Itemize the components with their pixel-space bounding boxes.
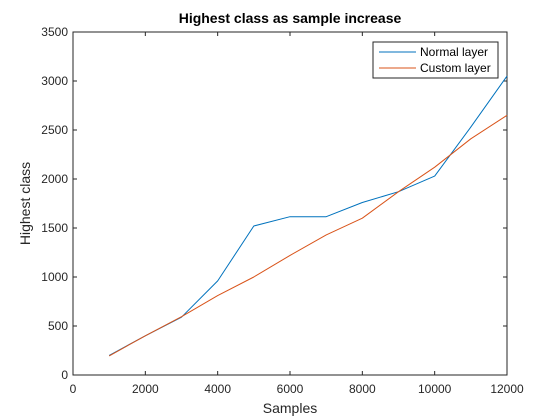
series-line-2 [108,114,508,357]
y-axis: 0 500 1000 1500 2000 2500 3000 3500 [41,25,507,382]
y-tick-label: 1500 [41,221,68,235]
chart-title: Highest class as sample increase [179,10,402,26]
y-axis-label: Highest class [17,162,33,245]
x-tick-label: 12000 [490,382,524,396]
x-tick-label: 10000 [418,382,452,396]
x-tick-label: 6000 [277,382,304,396]
y-tick-label: 2000 [41,172,68,186]
x-tick-label: 8000 [349,382,376,396]
series-layer [108,75,508,357]
x-tick-label: 2000 [132,382,159,396]
y-tick-label: 2500 [41,123,68,137]
y-tick-label: 3000 [41,74,68,88]
legend-label: Normal layer [420,45,488,59]
y-tick-label: 0 [61,368,68,382]
x-tick-label: 0 [70,382,77,396]
y-tick-label: 500 [48,319,68,333]
x-axis-label: Samples [263,400,317,416]
legend-label: Custom layer [420,61,491,75]
y-tick-label: 3500 [41,25,68,39]
legend: Normal layer Custom layer [372,41,499,79]
y-tick-label: 1000 [41,270,68,284]
x-axis: 0 2000 4000 6000 8000 10000 12000 [70,32,524,396]
plot-area [72,31,508,376]
x-tick-label: 4000 [204,382,231,396]
legend-box [372,41,499,79]
